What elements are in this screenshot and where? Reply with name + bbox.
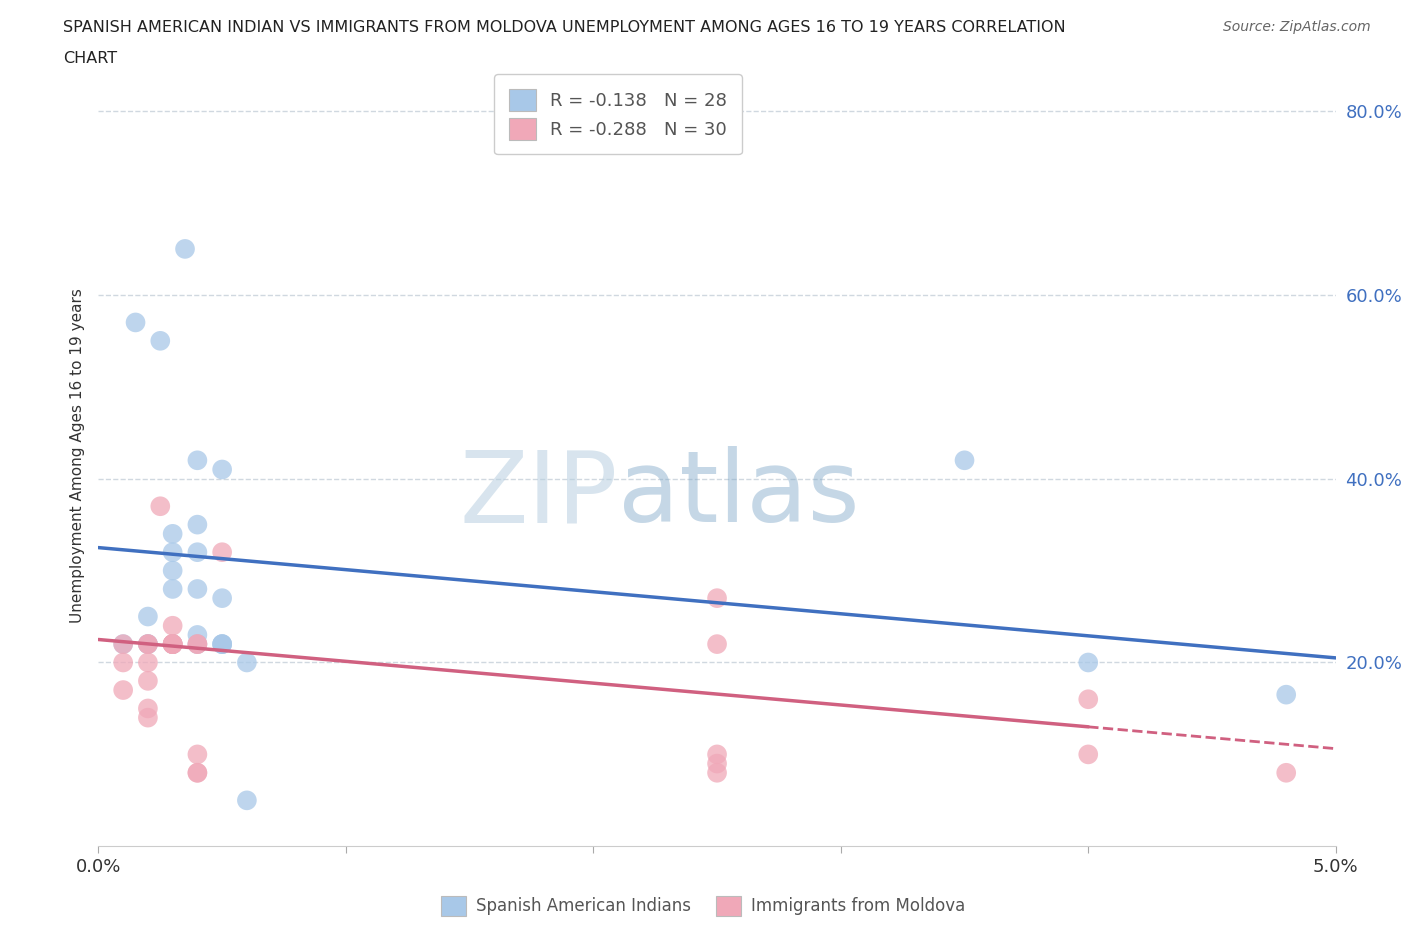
Point	[186, 545, 208, 560]
Point	[136, 701, 159, 716]
Point	[706, 637, 728, 652]
Point	[136, 673, 159, 688]
Point	[162, 637, 184, 652]
Point	[162, 637, 184, 652]
Point	[149, 498, 172, 513]
Point	[706, 747, 728, 762]
Point	[236, 793, 259, 808]
Point	[186, 628, 208, 643]
Point	[211, 462, 233, 477]
Point	[162, 637, 184, 652]
Point	[186, 517, 208, 532]
Legend: Spanish American Indians, Immigrants from Moldova: Spanish American Indians, Immigrants fro…	[434, 889, 972, 923]
Point	[186, 765, 208, 780]
Point	[1077, 747, 1099, 762]
Text: ZIP: ZIP	[460, 446, 619, 543]
Point	[136, 609, 159, 624]
Point	[1275, 765, 1298, 780]
Text: Source: ZipAtlas.com: Source: ZipAtlas.com	[1223, 20, 1371, 34]
Point	[136, 655, 159, 670]
Point	[706, 765, 728, 780]
Point	[236, 655, 259, 670]
Point	[136, 711, 159, 725]
Point	[186, 637, 208, 652]
Point	[1077, 655, 1099, 670]
Point	[211, 637, 233, 652]
Point	[186, 637, 208, 652]
Text: CHART: CHART	[63, 51, 117, 66]
Point	[162, 618, 184, 633]
Point	[186, 581, 208, 596]
Legend: R = -0.138   N = 28, R = -0.288   N = 30: R = -0.138 N = 28, R = -0.288 N = 30	[495, 74, 742, 154]
Point	[162, 637, 184, 652]
Point	[112, 683, 135, 698]
Point	[706, 591, 728, 605]
Point	[211, 637, 233, 652]
Point	[124, 315, 146, 330]
Point	[1275, 687, 1298, 702]
Point	[162, 564, 184, 578]
Y-axis label: Unemployment Among Ages 16 to 19 years: Unemployment Among Ages 16 to 19 years	[69, 288, 84, 623]
Point	[136, 637, 159, 652]
Text: atlas: atlas	[619, 446, 859, 543]
Point	[112, 637, 135, 652]
Point	[162, 545, 184, 560]
Point	[1077, 692, 1099, 707]
Point	[149, 333, 172, 348]
Point	[186, 453, 208, 468]
Point	[162, 637, 184, 652]
Point	[162, 526, 184, 541]
Point	[136, 637, 159, 652]
Point	[953, 453, 976, 468]
Point	[186, 637, 208, 652]
Point	[186, 765, 208, 780]
Point	[136, 637, 159, 652]
Point	[211, 637, 233, 652]
Point	[162, 637, 184, 652]
Point	[211, 545, 233, 560]
Point	[706, 756, 728, 771]
Point	[136, 637, 159, 652]
Point	[211, 591, 233, 605]
Point	[174, 242, 197, 257]
Point	[186, 747, 208, 762]
Text: SPANISH AMERICAN INDIAN VS IMMIGRANTS FROM MOLDOVA UNEMPLOYMENT AMONG AGES 16 TO: SPANISH AMERICAN INDIAN VS IMMIGRANTS FR…	[63, 20, 1066, 35]
Point	[112, 637, 135, 652]
Point	[112, 655, 135, 670]
Point	[162, 581, 184, 596]
